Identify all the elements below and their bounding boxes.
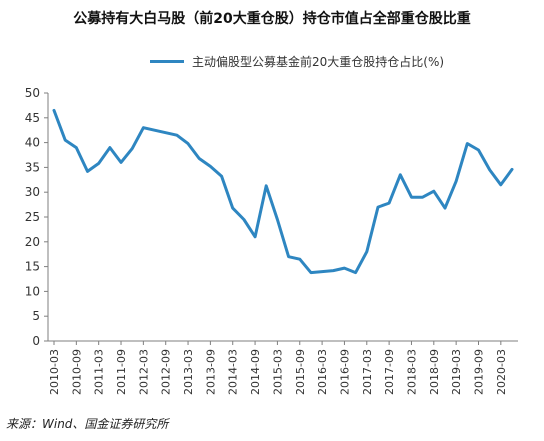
y-tick-label: 45 [25,111,40,125]
data-point [410,196,413,198]
y-tick-label: 20 [25,235,40,249]
y-tick-label: 5 [32,309,40,323]
x-tick-label: 2014-03 [227,349,240,395]
data-point [254,236,256,238]
legend: 主动偏股型公募基金前20大重仓股持仓占比(%) [150,52,444,70]
data-point [64,139,66,141]
data-point [243,218,245,221]
y-tick-label: 25 [25,210,40,224]
data-point [298,258,301,260]
data-point [343,267,346,269]
y-tick-label: 10 [25,284,40,298]
x-tick-label: 2017-03 [361,349,374,395]
data-point [511,168,513,171]
x-tick-label: 2016-03 [316,349,329,395]
data-point [176,134,178,136]
x-tick-label: 2017-09 [383,349,396,395]
data-point [433,190,435,193]
data-point [198,157,201,160]
data-point [276,218,279,221]
data-point [187,142,189,145]
x-tick-label: 2016-09 [338,349,351,395]
data-point [53,109,55,112]
data-point [488,169,491,171]
data-point [120,161,122,164]
y-tick-label: 15 [25,260,40,274]
x-tick-label: 2010-03 [48,349,61,395]
chart-title: 公募持有大白马股（前20大重仓股）持仓市值占全部重仓股比重 [73,11,471,27]
data-point [86,170,89,173]
source-note: 来源：Wind、国金证券研究所 [6,417,169,431]
x-tick-label: 2012-09 [160,349,173,395]
data-point [142,126,145,129]
data-point [321,270,323,273]
data-point [265,184,268,187]
data-point [444,207,446,209]
data-point [466,142,469,145]
data-point [332,269,335,272]
data-point [209,165,212,168]
data-point [287,255,290,258]
series-line [52,108,514,275]
x-tick-label: 2013-09 [204,349,217,395]
legend-swatch [150,59,184,63]
data-point [164,131,167,134]
data-point [388,202,390,204]
data-point [75,146,78,149]
legend-label: 主动偏股型公募基金前20大重仓股持仓占比(%) [192,54,445,69]
data-point [220,175,223,178]
y-tick-label: 40 [25,136,40,150]
x-tick-label: 2014-09 [249,349,262,395]
data-point [354,271,357,274]
x-tick-label: 2015-09 [294,349,307,395]
data-point [153,129,156,131]
y-tick-label: 50 [25,86,40,100]
data-point [109,146,111,149]
x-tick-label: 2013-03 [182,349,195,395]
data-point [500,183,502,186]
x-tick-label: 2015-03 [271,349,284,395]
x-tick-label: 2020-03 [495,349,508,395]
data-point [310,271,312,274]
x-tick-label: 2019-09 [472,349,485,395]
y-tick-label: 0 [32,334,40,348]
data-point [377,206,379,208]
data-point [365,250,368,253]
data-point [231,207,234,209]
data-point [131,147,133,150]
data-point [421,196,424,198]
x-tick-label: 2010-09 [70,349,83,395]
x-tick-label: 2012-03 [137,349,150,395]
x-tick-label: 2011-03 [93,349,106,395]
x-tick-label: 2019-03 [450,349,463,395]
y-tick-label: 35 [25,160,40,174]
data-point [455,180,457,183]
data-point [399,174,402,176]
x-tick-label: 2018-03 [405,349,418,395]
x-tick-label: 2018-09 [428,349,441,395]
data-point [97,162,100,165]
x-tick-label: 2011-09 [115,349,128,395]
y-tick-label: 30 [25,185,40,199]
data-point [477,149,480,151]
